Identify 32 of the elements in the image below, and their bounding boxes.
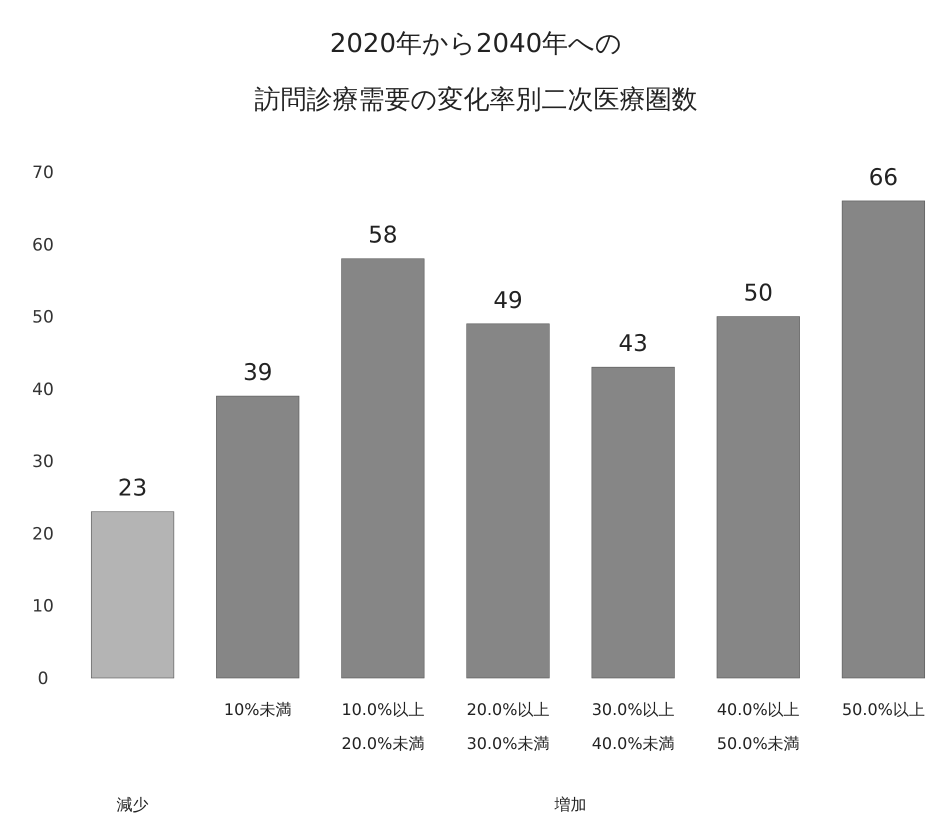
bar [90,511,174,678]
y-tick-label: 60 [32,235,54,256]
bar [341,258,424,678]
data-label: 39 [243,360,272,386]
chart-subtitle: 訪問診療需要の変化率別二次医療圏数 [254,85,698,115]
bar [842,200,926,678]
x-tick-label: 10%未満 [224,700,292,719]
x-tick-label: 50.0%以上 [842,700,925,719]
y-tick-label: 40 [32,380,54,400]
y-tick-label: 50 [32,308,54,328]
bar [216,396,300,678]
bar [592,366,675,678]
bar [466,324,550,678]
data-label: 43 [618,331,648,358]
data-label: 49 [493,288,523,314]
x-tick-label: 20.0%以上 30.0%未満 [466,700,550,753]
x-tick-label: 30.0%以上 40.0%未満 [592,700,675,753]
chart-title: 2020年から2040年への [330,29,622,59]
y-tick-label: 0 [38,669,48,689]
y-tick-label: 10 [32,596,54,617]
data-label: 58 [368,222,398,249]
x-tick-label: 40.0%以上 50.0%未満 [716,700,800,753]
bar [716,316,800,678]
data-label: 23 [118,476,148,502]
data-label: 66 [868,164,898,191]
y-tick-label: 20 [32,524,54,544]
text: 減少 [116,795,149,814]
y-tick-label: 30 [32,452,54,472]
y-tick-label: 70 [32,163,54,183]
data-label: 50 [744,280,773,307]
x-tick-label: 10.0%以上 20.0%未満 [341,700,424,753]
text: 増加 [554,795,587,814]
